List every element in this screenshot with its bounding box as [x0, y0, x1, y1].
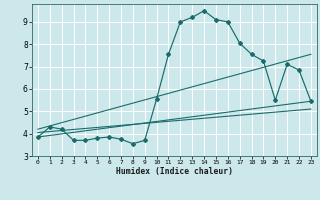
X-axis label: Humidex (Indice chaleur): Humidex (Indice chaleur) — [116, 167, 233, 176]
